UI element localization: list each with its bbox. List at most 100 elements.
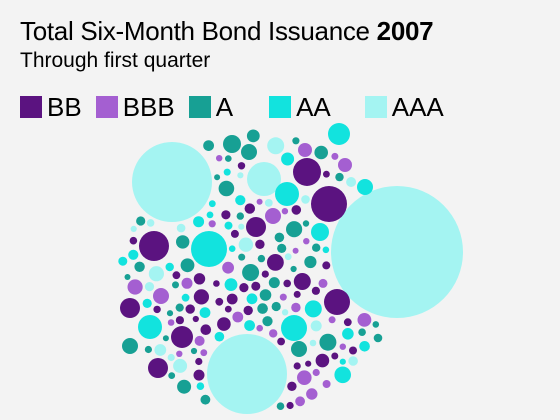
bubble-aaa	[132, 142, 212, 222]
bubble-bbb	[298, 143, 312, 157]
bubble-a	[257, 254, 266, 263]
bubble-aaa	[264, 199, 273, 207]
bubble-a	[257, 303, 268, 314]
bubble-bbb	[295, 396, 305, 407]
bubble-aaa	[247, 162, 281, 196]
bubble-bb	[311, 186, 347, 222]
bubble-aaa	[144, 282, 155, 292]
bubble-bbb	[216, 155, 223, 162]
bubble-aa	[339, 358, 346, 365]
bubble-bb	[215, 297, 224, 306]
bubble-aa	[244, 320, 256, 331]
bubble-bb	[343, 318, 352, 327]
bubble-bbb	[328, 316, 336, 324]
bubble-bb	[195, 357, 203, 366]
bubble-a	[268, 277, 280, 289]
bubble-bbb	[331, 152, 339, 160]
bubble-a	[238, 253, 246, 261]
bubble-a	[177, 379, 192, 394]
bubble-bbb	[222, 261, 235, 274]
legend-label-a: A	[215, 91, 234, 122]
bubble-aa	[165, 262, 174, 272]
bubble-bb	[193, 289, 209, 305]
bubble-a	[372, 321, 380, 328]
bubble-a	[276, 402, 285, 411]
bubble-aa	[199, 307, 211, 318]
bubble-aa	[223, 168, 231, 176]
bubble-aaa	[348, 356, 358, 366]
bubble-a	[180, 258, 195, 273]
bubble-aaa	[237, 172, 244, 179]
bubble-a	[259, 289, 272, 301]
legend-label-bb: BB	[47, 91, 82, 122]
bubble-aa	[208, 200, 216, 208]
bubble-aa	[357, 179, 373, 195]
bubble-bb	[349, 346, 357, 355]
bubble-a	[175, 303, 184, 312]
bubble-a	[262, 316, 273, 327]
bubble-bb	[255, 239, 265, 249]
bubble-bbb	[297, 370, 312, 386]
bubble-a	[302, 220, 310, 227]
bubble-aa	[304, 300, 322, 318]
bubble-a	[290, 265, 297, 273]
bubble-aa	[359, 341, 370, 352]
bubble-aaa	[207, 334, 287, 414]
bubble-aa	[191, 231, 227, 267]
bubble-aaa	[146, 219, 155, 227]
bubble-aa	[311, 223, 329, 241]
bubble-a	[136, 216, 146, 226]
bubble-aaa	[167, 353, 175, 362]
bubble-bbb	[339, 343, 346, 350]
bubble-bbb	[167, 319, 175, 326]
bubble-bb	[175, 316, 184, 325]
bubble-a	[312, 243, 321, 252]
legend-swatch-aaa	[364, 96, 387, 118]
bubble-bb	[172, 271, 181, 280]
bubble-aa	[228, 245, 236, 252]
bubble-a	[162, 335, 169, 342]
bubble-bbb	[291, 302, 301, 313]
bubble-bbb	[338, 158, 352, 172]
bubble-bb	[261, 270, 269, 278]
bubble-a	[225, 155, 232, 162]
bubble-aa	[193, 216, 205, 228]
bubble-a	[218, 180, 235, 197]
bubble-bbb	[127, 279, 143, 295]
bubble-bbb	[281, 208, 289, 215]
bubble-bbb	[181, 277, 193, 289]
bubble-aaa	[301, 195, 310, 204]
bubble-bb	[226, 293, 238, 305]
bubble-bbb	[265, 208, 281, 224]
bubble-bb	[230, 229, 239, 238]
bubble-aaa	[148, 266, 164, 282]
bubble-aaa	[176, 223, 186, 233]
bubble-a	[358, 328, 366, 337]
bubble-bb	[193, 273, 206, 285]
legend-swatch-aa	[269, 96, 292, 118]
bubble-bbb	[232, 311, 244, 323]
bubble-a	[314, 145, 329, 160]
bubble-bbb	[306, 388, 318, 400]
bubble-a	[277, 243, 287, 253]
bubble-bb	[148, 358, 168, 378]
bubble-aaa	[173, 358, 188, 373]
bubble-bb	[200, 324, 212, 336]
bubble-aa	[342, 328, 354, 340]
bubble-bb	[291, 205, 302, 215]
bubble-bbb	[322, 380, 331, 388]
legend-label-aa: AA	[296, 91, 331, 122]
bubble-a	[271, 301, 281, 312]
bubble-aa	[118, 256, 128, 266]
bubble-a	[274, 232, 285, 243]
bubble-bb	[293, 290, 301, 298]
bubble-a	[166, 310, 174, 317]
bubble-aaa	[238, 223, 245, 230]
bubble-bbb	[194, 335, 205, 346]
bubble-aaa	[309, 339, 317, 347]
chart-title: Total Six-Month Bond Issuance 2007	[20, 14, 434, 48]
bubble-bbb	[318, 278, 328, 288]
bubble-a	[292, 137, 300, 145]
bubble-aa	[224, 278, 238, 291]
bubble-bbb	[312, 368, 320, 377]
